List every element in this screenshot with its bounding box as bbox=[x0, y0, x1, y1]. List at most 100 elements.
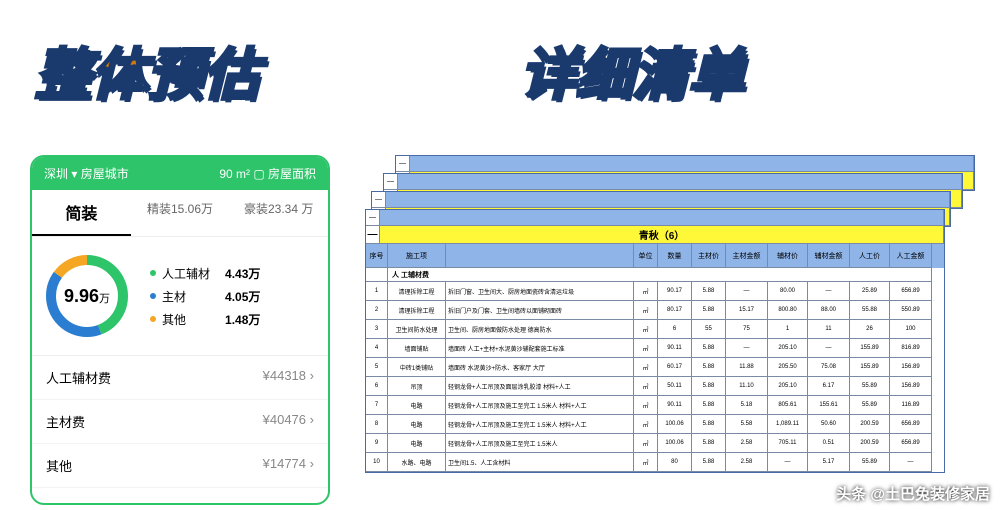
table-cell: 6 bbox=[366, 377, 388, 396]
table-row: 2清理拆除工程拆旧门户及门套、卫生间墙砖以面铺砌面砖㎡80.175.8815.1… bbox=[366, 301, 944, 320]
price-tabs: 简装 精装15.06万 豪装23.34 万 bbox=[32, 190, 328, 237]
table-cell: 90.11 bbox=[658, 339, 692, 358]
table-cell: 5.88 bbox=[692, 282, 726, 301]
table-row: 4墙面铺贴墙面砖 人工+主材+水泥黄沙辅配套施工标准㎡90.115.88—205… bbox=[366, 339, 944, 358]
city-select[interactable]: 深圳 ▾ 房屋城市 bbox=[44, 165, 129, 182]
table-cell: ㎡ bbox=[634, 396, 658, 415]
legend-row: 主材4.05万 bbox=[150, 288, 260, 305]
sheet-title-row: —青秋（6） bbox=[366, 226, 944, 244]
table-cell: 25.89 bbox=[850, 282, 890, 301]
table-cell: 电路 bbox=[388, 415, 446, 434]
table-cell: 100 bbox=[890, 320, 932, 339]
table-cell: ㎡ bbox=[634, 453, 658, 472]
table-cell: — bbox=[890, 453, 932, 472]
dot-icon bbox=[150, 270, 156, 276]
table-cell: 10 bbox=[366, 453, 388, 472]
table-cell: 0.51 bbox=[808, 434, 850, 453]
minimize-icon[interactable]: — bbox=[384, 174, 398, 190]
phone-card: 深圳 ▾ 房屋城市 90 m² ▢ 房屋面积 简装 精装15.06万 豪装23.… bbox=[30, 155, 330, 505]
tab-lux[interactable]: 豪装23.34 万 bbox=[229, 190, 328, 236]
watermark: 头条 @土巴兔装修家居 bbox=[836, 483, 990, 504]
table-cell: 155.61 bbox=[808, 396, 850, 415]
legend-row: 其他1.48万 bbox=[150, 311, 260, 328]
table-header-cell: 辅材价 bbox=[768, 244, 808, 268]
table-cell: 55 bbox=[692, 320, 726, 339]
table-cell: 墙面砖 水泥黄沙+防水、客家厅 大厅 bbox=[446, 358, 634, 377]
table-cell: 拆旧门窗、卫生间大、厨房地面瓷砖含清运垃圾 bbox=[446, 282, 634, 301]
table-cell: ㎡ bbox=[634, 377, 658, 396]
table-cell: 5.88 bbox=[692, 377, 726, 396]
table-cell: 90.17 bbox=[658, 282, 692, 301]
table-cell: ㎡ bbox=[634, 358, 658, 377]
area-select[interactable]: 90 m² ▢ 房屋面积 bbox=[219, 165, 316, 182]
table-cell: 吊顶 bbox=[388, 377, 446, 396]
table-header-cell: 辅材金额 bbox=[808, 244, 850, 268]
table-cell: 8 bbox=[366, 415, 388, 434]
heading-right: 详细清单 bbox=[520, 30, 744, 111]
table-cell: 5.58 bbox=[726, 415, 768, 434]
tab-simple[interactable]: 简装 bbox=[32, 190, 131, 236]
table-cell: 55.89 bbox=[850, 377, 890, 396]
table-cell: 5.88 bbox=[692, 453, 726, 472]
spreadsheet-stack: ——青秋（五）——青秋17——青秋（6）——青秋（6）序号施工项单位数量主材价主… bbox=[365, 155, 975, 485]
table-cell: 26 bbox=[850, 320, 890, 339]
table-cell: 墙面铺贴 bbox=[388, 339, 446, 358]
table-header-cell: 施工项 bbox=[388, 244, 446, 268]
donut-chart: 9.96万 bbox=[42, 251, 132, 341]
minimize-icon[interactable]: — bbox=[366, 210, 380, 226]
table-row: 6吊顶轻钢龙骨+人工吊顶及面层涂乳胶漆 材料+人工㎡50.115.8811.10… bbox=[366, 377, 944, 396]
table-cell: 电路 bbox=[388, 396, 446, 415]
table-row: 8电路轻钢龙骨+人工吊顶及施工至完工 1.5米人 材料+人工㎡100.065.8… bbox=[366, 415, 944, 434]
table-cell: 5.88 bbox=[692, 434, 726, 453]
table-row: 5中砖1类铺贴墙面砖 水泥黄沙+防水、客家厅 大厅㎡60.175.8811.88… bbox=[366, 358, 944, 377]
table-cell: 5 bbox=[366, 358, 388, 377]
table-cell: ㎡ bbox=[634, 415, 658, 434]
minimize-icon[interactable]: — bbox=[396, 156, 410, 172]
table-cell: 2 bbox=[366, 301, 388, 320]
table-cell: 55.88 bbox=[850, 301, 890, 320]
table-cell: ㎡ bbox=[634, 339, 658, 358]
table-cell: 清理拆除工程 bbox=[388, 301, 446, 320]
table-cell: 1 bbox=[768, 320, 808, 339]
table-cell: — bbox=[768, 453, 808, 472]
table-cell: 1 bbox=[366, 282, 388, 301]
tab-fine[interactable]: 精装15.06万 bbox=[131, 190, 230, 236]
legend-row: 人工辅材4.43万 bbox=[150, 265, 260, 282]
table-cell: 9 bbox=[366, 434, 388, 453]
table-cell: 5.17 bbox=[808, 453, 850, 472]
table-cell: 155.89 bbox=[850, 358, 890, 377]
table-cell: 100.06 bbox=[658, 415, 692, 434]
table-header-cell: 人工金额 bbox=[890, 244, 932, 268]
cost-row[interactable]: 人工辅材费¥44318 › bbox=[32, 356, 328, 400]
table-cell: 5.88 bbox=[692, 358, 726, 377]
table-cell: — bbox=[808, 282, 850, 301]
table-cell: 550.89 bbox=[890, 301, 932, 320]
table-header-cell: 主材价 bbox=[692, 244, 726, 268]
table-cell: 3 bbox=[366, 320, 388, 339]
cost-row[interactable]: 其他¥14774 › bbox=[32, 444, 328, 488]
table-cell: 800.80 bbox=[768, 301, 808, 320]
table-row: 7电路轻钢龙骨+人工吊顶及施工至完工 1.5米人 材料+人工㎡90.115.88… bbox=[366, 396, 944, 415]
table-cell: 11.10 bbox=[726, 377, 768, 396]
table-cell: 80.00 bbox=[768, 282, 808, 301]
table-cell: ㎡ bbox=[634, 320, 658, 339]
table-cell: 55.89 bbox=[850, 453, 890, 472]
cost-rows: 人工辅材费¥44318 › 主材费¥40476 › 其他¥14774 › bbox=[32, 355, 328, 488]
table-cell: 100.06 bbox=[658, 434, 692, 453]
table-cell: — bbox=[808, 339, 850, 358]
table-cell: 卫生间防水处理 bbox=[388, 320, 446, 339]
table-cell: 75.08 bbox=[808, 358, 850, 377]
table-cell: 816.89 bbox=[890, 339, 932, 358]
table-cell: 90.11 bbox=[658, 396, 692, 415]
table-cell: 11 bbox=[808, 320, 850, 339]
cost-row[interactable]: 主材费¥40476 › bbox=[32, 400, 328, 444]
table-cell: 卫生间、厨房地面做防水处理 德高防水 bbox=[446, 320, 634, 339]
table-cell: 5.88 bbox=[692, 301, 726, 320]
table-header-cell: 数量 bbox=[658, 244, 692, 268]
table-header: 序号施工项单位数量主材价主材金额辅材价辅材金额人工价人工金额 bbox=[366, 244, 944, 268]
sheet-header-row: — bbox=[372, 192, 950, 208]
table-cell: 116.89 bbox=[890, 396, 932, 415]
minimize-icon[interactable]: — bbox=[372, 192, 386, 208]
table-cell: 清理拆除工程 bbox=[388, 282, 446, 301]
table-cell: 15.17 bbox=[726, 301, 768, 320]
